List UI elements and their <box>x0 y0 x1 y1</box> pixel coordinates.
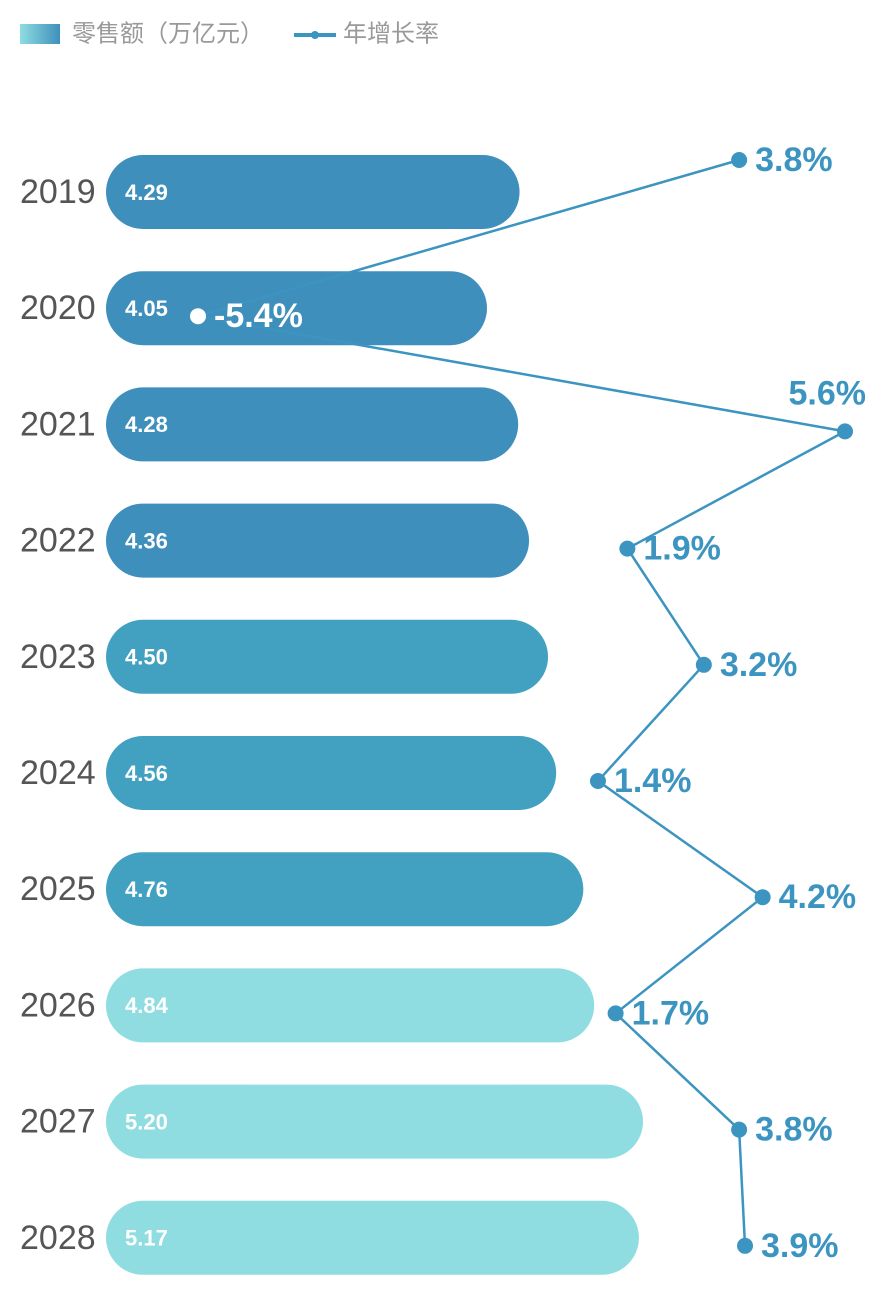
bar-label: 4.36 <box>125 528 168 553</box>
growth-point <box>619 540 636 557</box>
y-tick-label: 2021 <box>20 405 96 443</box>
growth-point <box>731 1121 748 1138</box>
growth-label: 3.8% <box>755 1111 833 1149</box>
legend-swatch-line <box>294 31 336 39</box>
growth-label: 4.2% <box>779 878 857 916</box>
growth-label: 3.2% <box>720 646 798 684</box>
y-tick-label: 2022 <box>20 522 96 560</box>
growth-point <box>607 1005 624 1022</box>
bar <box>106 271 487 346</box>
bar-label: 4.84 <box>125 993 169 1018</box>
bar-label: 4.50 <box>125 645 168 670</box>
growth-point <box>190 308 206 325</box>
bar <box>106 155 520 229</box>
growth-label: 1.7% <box>632 994 710 1032</box>
y-tick-label: 2027 <box>20 1103 96 1141</box>
legend-swatch-bar <box>20 24 60 44</box>
y-tick-label: 2028 <box>20 1219 96 1257</box>
bar-label: 4.28 <box>125 412 168 437</box>
growth-point <box>695 656 712 673</box>
legend-label: 零售额（万亿元） <box>72 20 264 47</box>
growth-label: -5.4% <box>214 297 303 335</box>
growth-point <box>754 889 771 906</box>
bar-label: 4.56 <box>125 761 168 786</box>
y-tick-label: 2024 <box>20 754 96 792</box>
y-tick-label: 2025 <box>20 870 96 908</box>
growth-label: 5.6% <box>789 374 867 412</box>
growth-label: 3.9% <box>761 1227 839 1265</box>
growth-point <box>837 423 853 440</box>
bar-label: 5.17 <box>125 1226 168 1251</box>
bar-label: 4.76 <box>125 877 168 902</box>
y-tick-label: 2020 <box>20 289 96 327</box>
growth-label: 1.4% <box>614 762 692 800</box>
y-tick-label: 2019 <box>20 173 96 211</box>
growth-point <box>731 152 748 168</box>
bar <box>106 1084 643 1159</box>
bar <box>106 1200 639 1275</box>
bar <box>106 503 530 578</box>
y-tick-label: 2026 <box>20 986 96 1024</box>
bar-label: 4.05 <box>125 296 168 321</box>
bar-label: 5.20 <box>125 1109 168 1134</box>
growth-label: 3.8% <box>755 141 833 179</box>
legend-label: 年增长率 <box>343 20 439 47</box>
bar <box>106 619 549 694</box>
y-tick-label: 2023 <box>20 638 96 676</box>
bar <box>106 736 557 810</box>
bar <box>106 387 519 462</box>
growth-point <box>737 1237 754 1254</box>
bar-label: 4.29 <box>125 180 168 205</box>
growth-line <box>197 158 849 1246</box>
growth-point <box>589 773 606 789</box>
bar <box>106 968 595 1043</box>
bar <box>106 852 584 927</box>
growth-label: 1.9% <box>643 530 721 568</box>
